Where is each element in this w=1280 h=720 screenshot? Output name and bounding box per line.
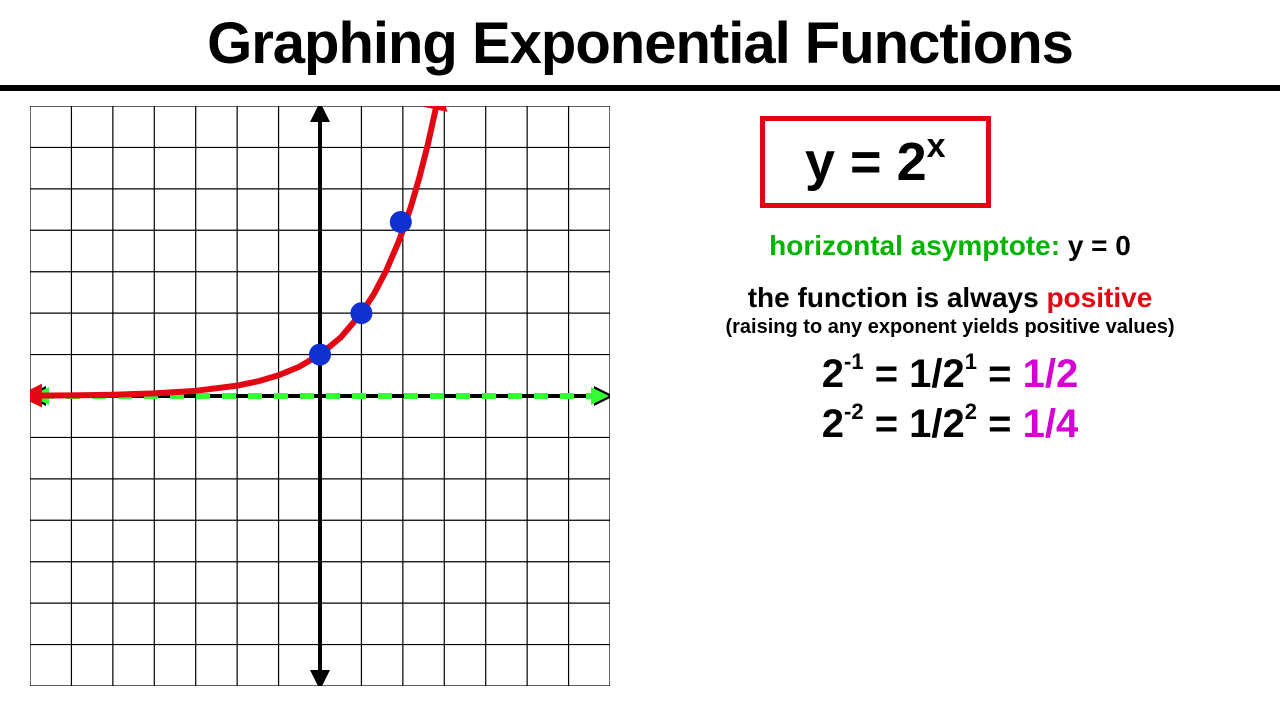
ex1-exp2: 1 xyxy=(965,349,977,374)
equation: y = 2x xyxy=(805,132,946,192)
ex1-eq: = xyxy=(977,352,1023,396)
chart xyxy=(30,106,610,691)
chart-panel xyxy=(0,91,640,711)
ex1-base1: 2 xyxy=(822,352,844,396)
ex1-result: 1/2 xyxy=(1023,352,1079,396)
equation-exp: x xyxy=(927,127,946,165)
ex2-result: 1/4 xyxy=(1023,402,1079,446)
positive-sub: (raising to any exponent yields positive… xyxy=(650,316,1250,339)
info-panel: y = 2x horizontal asymptote: y = 0 the f… xyxy=(640,91,1280,711)
chart-svg xyxy=(30,106,610,686)
ex2-mid: = 1/2 xyxy=(864,402,965,446)
ex1-exp1: -1 xyxy=(844,349,864,374)
main: y = 2x horizontal asymptote: y = 0 the f… xyxy=(0,91,1280,711)
page-title: Graphing Exponential Functions xyxy=(0,0,1280,85)
positive-pre: the function is always xyxy=(748,282,1047,313)
positive-text: the function is always positive xyxy=(650,282,1250,314)
ex1-mid: = 1/2 xyxy=(864,352,965,396)
example-row-2: 2-2 = 1/22 = 1/4 xyxy=(650,399,1250,449)
example-row-1: 2-1 = 1/21 = 1/2 xyxy=(650,349,1250,399)
ex2-exp1: -2 xyxy=(844,399,864,424)
ex2-base1: 2 xyxy=(822,402,844,446)
asymptote-value: y = 0 xyxy=(1068,230,1131,261)
equation-box: y = 2x xyxy=(760,116,991,208)
equation-lhs: y = 2 xyxy=(805,132,927,192)
asymptote-text: horizontal asymptote: y = 0 xyxy=(650,230,1250,262)
ex2-eq: = xyxy=(977,402,1023,446)
positive-emph: positive xyxy=(1046,282,1152,313)
ex2-exp2: 2 xyxy=(965,399,977,424)
examples: 2-1 = 1/21 = 1/2 2-2 = 1/22 = 1/4 xyxy=(650,349,1250,449)
asymptote-label: horizontal asymptote: xyxy=(769,230,1068,261)
